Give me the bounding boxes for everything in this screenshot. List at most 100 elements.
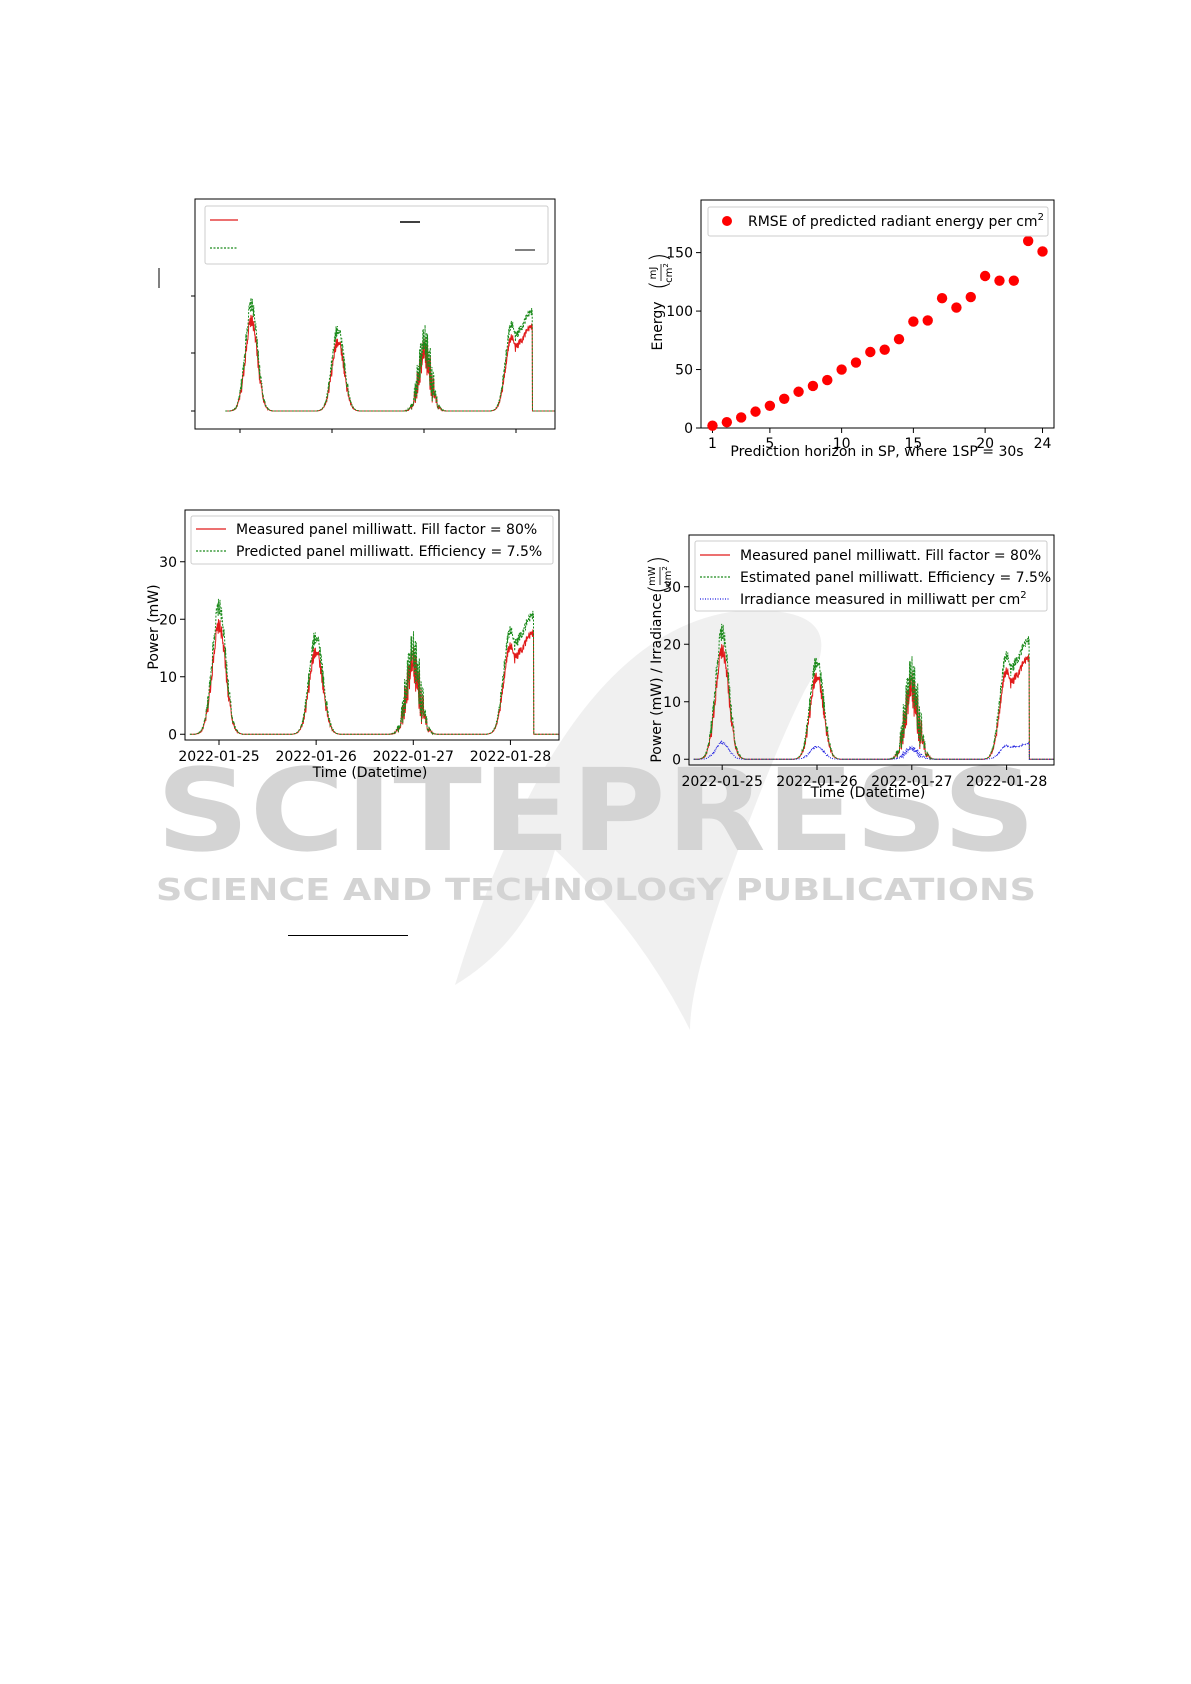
y-tick-label: 0	[168, 727, 177, 743]
y-axis-label: Power (mW)	[146, 584, 162, 669]
x-tick-label: 2022-01-27	[373, 749, 454, 765]
legend-frame	[707, 206, 1049, 237]
legend-frame	[190, 515, 554, 565]
y-axis-unit-close-paren: )	[644, 556, 672, 565]
scatter-point	[922, 315, 933, 326]
svg-text:Energy: Energy	[650, 301, 666, 350]
x-tick-label: 2022-01-27	[871, 774, 952, 790]
x-tick-label: 2022-01-28	[470, 749, 551, 765]
scatter-point	[779, 393, 790, 404]
scatter-point	[750, 406, 761, 417]
scatter-point	[735, 412, 747, 423]
y-axis-unit-close-paren: )	[645, 253, 673, 262]
legend: RMSE of predicted radiant energy per cm2	[707, 206, 1049, 237]
scatter-point	[994, 275, 1005, 286]
y-axis-unit-denominator: cm2	[662, 263, 675, 283]
axes-frame	[688, 534, 1055, 766]
scatter-point	[979, 270, 991, 282]
x-tick-label: 2022-01-26	[275, 749, 356, 765]
series-line-1	[189, 619, 559, 736]
legend-label-predicted: Predicted panel milliwatt. Efficiency = …	[236, 544, 542, 560]
y-tick-label: 10	[663, 695, 681, 711]
x-tick-label: 1	[708, 436, 717, 452]
x-axis-label: Prediction horizon in SP, where 1SP = 30…	[730, 444, 1023, 460]
y-tick-label: 20	[159, 612, 177, 628]
legend-label-irradiance: Irradiance measured in milliwatt per cm2	[740, 590, 1027, 608]
y-tick-label: 50	[675, 363, 693, 379]
scatter-point	[721, 416, 733, 428]
y-axis-unit-open-paren: (	[644, 585, 672, 594]
y-axis-unit-numerator: mJ	[648, 267, 659, 280]
legend-frame	[694, 540, 1048, 612]
axes-frame	[184, 509, 560, 741]
x-tick-label: 5	[765, 436, 774, 452]
legend-frame	[204, 205, 549, 265]
y-tick-label: 30	[159, 555, 177, 571]
legend: Measured panel milliwatt. Fill factor = …	[190, 515, 554, 565]
x-tick-label: 2022-01-25	[178, 749, 259, 765]
scatter-point	[1022, 235, 1034, 247]
chart-estimated-power-irradiance: 0 10 20 30 2022-01-25 2022-01-26 2022-01-27 202…	[644, 534, 1055, 801]
series-line-1	[225, 314, 555, 412]
legend	[204, 205, 549, 265]
plot-area: 0 10 20 30 2022-01-25 2022-01-26 2022-01-27 202…	[159, 509, 560, 765]
x-tick-label: 10	[833, 436, 851, 452]
x-tick-label: 24	[1034, 436, 1052, 452]
scatter-point	[893, 333, 905, 345]
y-tick-label: 10	[159, 670, 177, 686]
scatter-point	[965, 291, 976, 303]
svg-text:Power (mW) / Irradiance: Power (mW) / Irradiance	[649, 593, 665, 762]
scatter-point	[807, 380, 819, 392]
y-axis-label: Power (mW) / Irradiance ( mW cm2 )	[644, 556, 674, 763]
scatter-point	[1037, 246, 1048, 257]
legend: Measured panel milliwatt. Fill factor = …	[694, 540, 1051, 612]
axes-frame	[194, 198, 556, 430]
scatter-point	[1008, 275, 1020, 286]
y-axis-unit-numerator: mW	[647, 566, 658, 586]
legend-label-measured: Measured panel milliwatt. Fill factor = …	[236, 522, 537, 538]
series-line-2	[189, 598, 559, 736]
watermark-swoosh	[455, 610, 822, 1030]
y-axis-unit-open-paren: (	[645, 281, 673, 290]
x-tick-label: 2022-01-26	[776, 774, 857, 790]
x-tick-label: 2022-01-28	[966, 774, 1047, 790]
y-axis-label: Energy ( mJ cm2 )	[645, 253, 675, 351]
plot-area	[191, 198, 556, 433]
y-tick-label: 0	[672, 752, 681, 768]
legend-label-measured: Measured panel milliwatt. Fill factor = …	[740, 548, 1041, 564]
legend-label-estimated: Estimated panel milliwatt. Efficiency = …	[740, 570, 1051, 586]
footnote-rule	[288, 935, 408, 936]
scatter-point	[936, 293, 948, 304]
scatter-point	[707, 420, 718, 431]
watermark-name: SCITEPRESS	[156, 744, 1036, 877]
scatter-point	[793, 386, 804, 397]
series-line-2	[693, 623, 1054, 761]
axes-frame	[700, 199, 1055, 429]
scatter-point	[836, 364, 847, 375]
plot-area: 0 10 20 30 2022-01-25 2022-01-26 2022-01-27 202…	[663, 534, 1055, 790]
x-tick-label: 15	[904, 436, 922, 452]
y-tick-label: 20	[663, 637, 681, 653]
legend-label: RMSE of predicted radiant energy per cm2	[748, 212, 1044, 230]
scatter-point	[951, 302, 962, 313]
x-axis-label: Time (Datetime)	[312, 765, 428, 781]
series-line-2	[225, 297, 555, 412]
y-tick-label: 30	[663, 580, 681, 596]
y-tick-label: 150	[666, 246, 693, 262]
y-tick-label: 0	[684, 421, 693, 437]
chart-top-left	[158, 198, 556, 433]
scatter-point	[865, 346, 876, 358]
scatter-point	[908, 316, 919, 327]
y-axis-unit-denominator: cm2	[661, 566, 674, 586]
x-tick-label: 20	[976, 436, 994, 452]
legend-marker	[722, 216, 732, 226]
scatter-point	[879, 344, 890, 355]
series-line-3	[693, 740, 1054, 761]
scatter-point	[764, 400, 776, 411]
scatter-point	[850, 357, 862, 368]
chart-predicted-power: 0 10 20 30 2022-01-25 2022-01-26 2022-01-27 202…	[146, 509, 560, 781]
y-tick-label: 100	[666, 304, 693, 320]
